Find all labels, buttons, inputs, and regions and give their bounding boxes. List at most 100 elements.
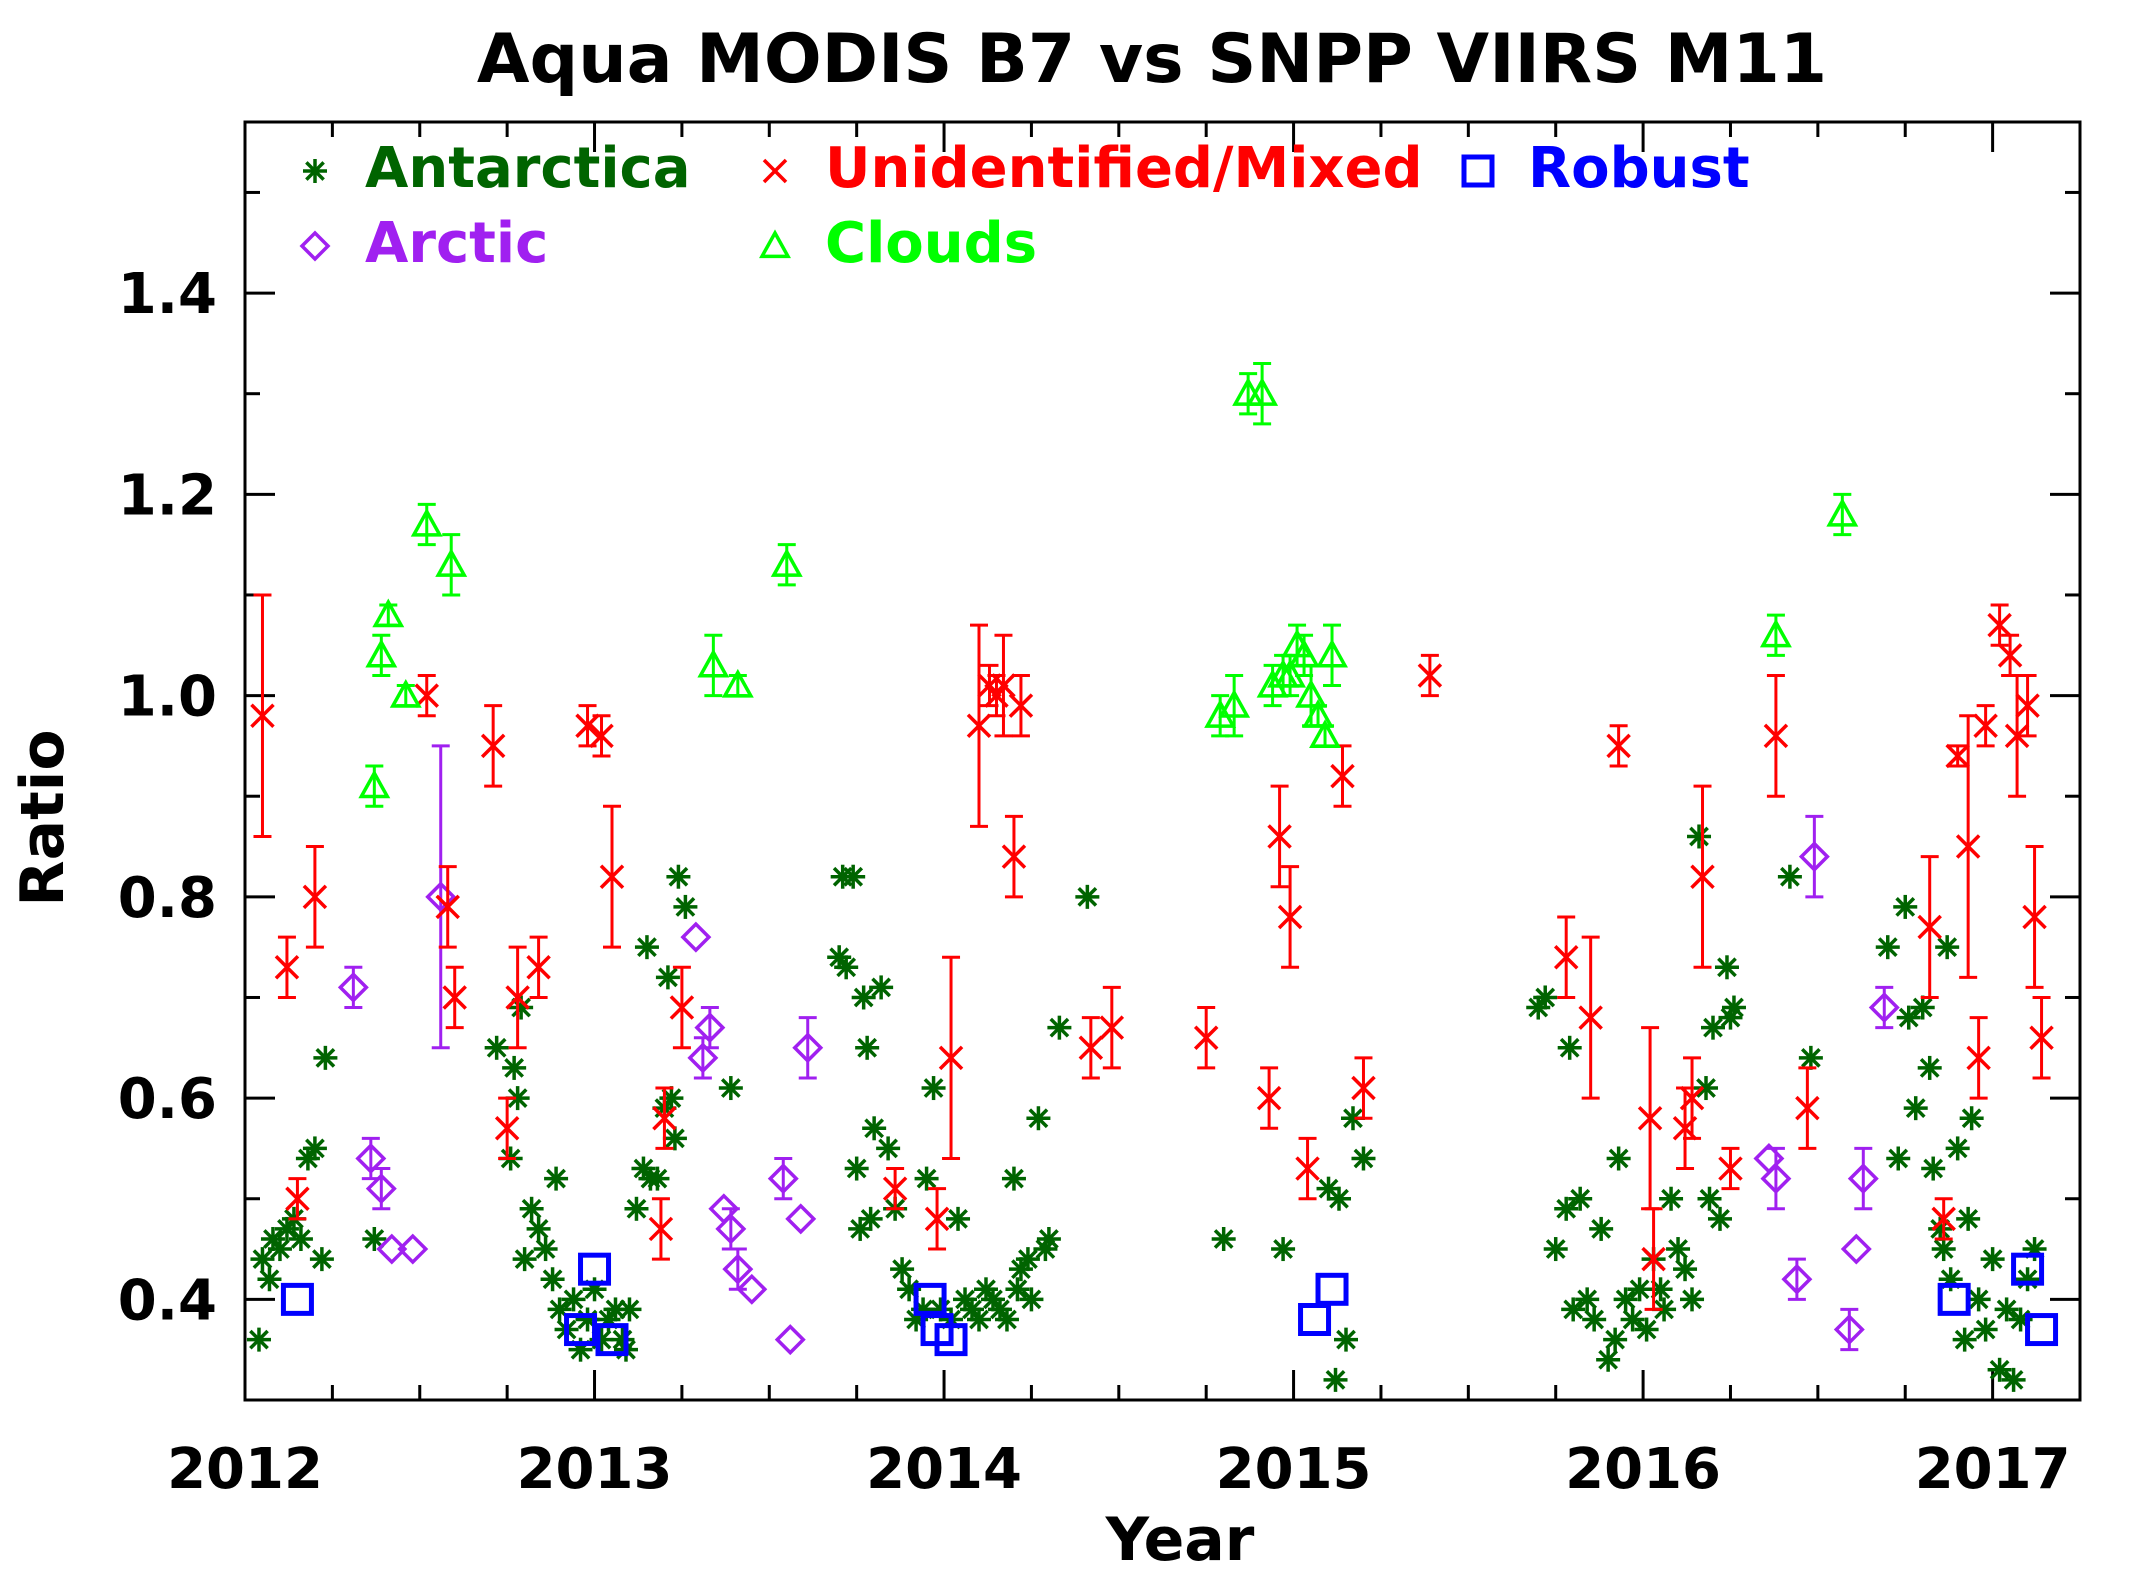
data-point — [876, 1136, 901, 1161]
marker-stroke — [1973, 713, 1998, 739]
marker-stroke — [1535, 987, 1556, 1008]
data-point — [376, 1233, 408, 1265]
marker-shape — [376, 1233, 408, 1265]
marker-shape — [1218, 689, 1251, 718]
marker-stroke — [619, 1299, 640, 1320]
y-tick-label: 1.4 — [118, 262, 217, 327]
marker-stroke — [312, 1249, 332, 1269]
marker-stroke — [720, 1078, 741, 1098]
data-point — [526, 1216, 551, 1241]
marker-stroke — [1937, 937, 1958, 958]
data-point — [397, 1233, 429, 1265]
marker-stroke — [1330, 763, 1355, 789]
data-point — [1267, 784, 1292, 889]
data-point — [1334, 1327, 1358, 1352]
data-point — [1606, 1146, 1631, 1171]
marker-stroke — [1654, 1299, 1674, 1320]
marker-shape — [1798, 841, 1830, 873]
marker-stroke — [997, 1309, 1017, 1330]
data-point — [309, 1247, 334, 1272]
data-point — [246, 1327, 271, 1352]
marker-stroke — [1961, 1108, 1982, 1129]
data-point — [1554, 1196, 1579, 1221]
data-point — [736, 1273, 768, 1305]
data-point — [1875, 935, 1900, 960]
data-point — [1760, 1146, 1792, 1211]
marker-shape — [365, 638, 398, 668]
marker-stroke — [274, 955, 300, 980]
marker-stroke — [1615, 1289, 1636, 1310]
marker-stroke — [1954, 1329, 1975, 1350]
marker-shape — [697, 648, 730, 678]
series-antarctica — [246, 824, 2047, 1392]
marker-stroke — [315, 1047, 336, 1068]
data-point — [938, 955, 964, 1160]
marker-stroke — [969, 1309, 989, 1330]
marker-stroke — [1717, 957, 1737, 978]
data-point — [1620, 1307, 1645, 1332]
data-point — [540, 1267, 565, 1292]
data-point — [1099, 985, 1125, 1070]
marker-shape — [1937, 1282, 1971, 1316]
marker-stroke — [853, 987, 874, 1008]
marker-stroke — [637, 937, 657, 958]
marker-stroke — [1267, 824, 1292, 849]
y-tick-label: 0.6 — [118, 1067, 217, 1132]
marker-stroke — [1318, 1178, 1339, 1199]
marker-shape — [358, 769, 391, 799]
marker-stroke — [1577, 1289, 1598, 1310]
data-point — [858, 1206, 883, 1231]
marker-stroke — [1637, 1105, 1663, 1131]
data-point — [1690, 784, 1715, 969]
data-point — [302, 1136, 327, 1161]
data-point — [257, 1267, 282, 1292]
data-point — [2001, 1367, 2026, 1392]
data-point — [697, 633, 730, 698]
marker-stroke — [948, 1208, 968, 1229]
data-point — [774, 1324, 806, 1356]
data-point — [280, 1282, 314, 1316]
plot-frame — [243, 120, 2082, 1402]
marker-shape — [759, 229, 791, 259]
x-tick-label: 2013 — [517, 1437, 673, 1502]
data-point — [250, 1247, 275, 1272]
marker-stroke — [270, 1239, 290, 1259]
series-unidentified-mixed — [250, 593, 2054, 1311]
data-point — [1956, 1206, 1981, 1231]
data-point — [1019, 1287, 1044, 1312]
data-point — [365, 1167, 397, 1211]
data-point — [1931, 1237, 1956, 1262]
marker-stroke — [1795, 1095, 1820, 1121]
marker-stroke — [521, 1198, 542, 1219]
marker-stroke — [1193, 1025, 1219, 1050]
data-point — [1218, 673, 1251, 738]
data-point — [1533, 985, 1558, 1010]
data-point — [1795, 1066, 1820, 1150]
marker-stroke — [1021, 1289, 1042, 1310]
data-point — [1309, 719, 1342, 748]
marker-shape — [410, 507, 443, 537]
data-point — [834, 955, 859, 980]
data-point — [1015, 1247, 1040, 1272]
axes-layer: 2012 2013 2014 2015 2016 2017 0.4 0.6 0.8 1.0 1.2 1… — [118, 122, 2082, 1502]
marker-shape — [2011, 1252, 2045, 1286]
legend-item: Robust — [1461, 136, 1750, 201]
y-tick-label: 1.0 — [118, 665, 217, 730]
marker-stroke — [955, 1289, 975, 1310]
marker-stroke — [504, 1058, 525, 1078]
marker-stroke — [1923, 1158, 1944, 1179]
data-point — [1945, 743, 1970, 769]
marker-shape — [397, 1233, 429, 1265]
marker-shape — [1316, 638, 1348, 668]
data-point — [1714, 955, 1739, 980]
marker-stroke — [285, 1186, 310, 1211]
marker-shape — [2025, 1313, 2059, 1347]
marker-stroke — [486, 1037, 507, 1058]
marker-stroke — [976, 1279, 996, 1300]
y-axis-title: Ratio — [8, 729, 78, 906]
marker-stroke — [302, 884, 328, 910]
marker-shape — [1833, 1314, 1865, 1346]
data-point — [355, 1136, 387, 1181]
marker-stroke — [1679, 1085, 1705, 1111]
data-point — [1697, 1186, 1722, 1211]
